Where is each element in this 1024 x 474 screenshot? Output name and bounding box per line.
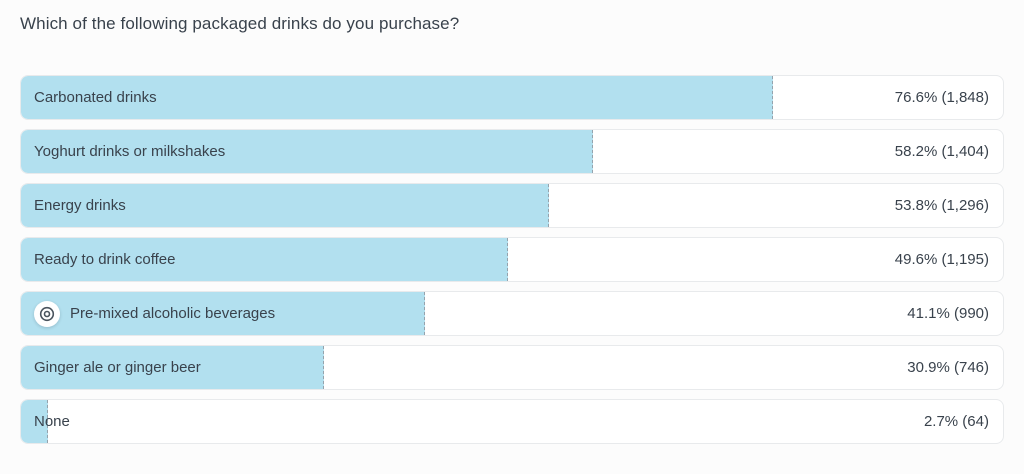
answer-option-row[interactable]: Carbonated drinks 76.6% (1,848) <box>20 75 1004 120</box>
result-bar <box>21 76 774 119</box>
answer-label: Ginger ale or ginger beer <box>34 359 201 376</box>
answer-label: Yoghurt drinks or milkshakes <box>34 143 226 160</box>
answer-option-row[interactable]: Ginger ale or ginger beer 30.9% (746) <box>20 345 1004 390</box>
answer-option-row[interactable]: Energy drinks 53.8% (1,296) <box>20 183 1004 228</box>
row-content: Energy drinks 53.8% (1,296) <box>21 184 1003 227</box>
row-content: Yoghurt drinks or milkshakes 58.2% (1,40… <box>21 130 1003 173</box>
row-content: Ready to drink coffee 49.6% (1,195) <box>21 238 1003 281</box>
answer-label: None <box>34 413 70 430</box>
result-bar <box>21 130 593 173</box>
target-icon <box>34 300 60 327</box>
result-bar <box>21 346 325 389</box>
row-content: Ginger ale or ginger beer 30.9% (746) <box>21 346 1003 389</box>
answer-value: 49.6% (1,195) <box>894 251 989 268</box>
result-bar <box>21 238 509 281</box>
answer-value: 53.8% (1,296) <box>894 197 989 214</box>
answer-label: Energy drinks <box>34 197 126 214</box>
answer-option-row[interactable]: Yoghurt drinks or milkshakes 58.2% (1,40… <box>20 129 1004 174</box>
question-title: Which of the following packaged drinks d… <box>20 14 460 33</box>
result-bar <box>21 292 425 335</box>
result-bar <box>21 184 550 227</box>
answer-label: Carbonated drinks <box>34 89 157 106</box>
answer-label: Pre-mixed alcoholic beverages <box>70 305 276 322</box>
answer-value: 76.6% (1,848) <box>894 89 989 106</box>
result-bar <box>21 400 48 443</box>
answer-option-row[interactable]: None 2.7% (64) <box>20 399 1004 444</box>
row-content: Carbonated drinks 76.6% (1,848) <box>21 76 1003 119</box>
answer-value: 58.2% (1,404) <box>894 143 989 160</box>
answer-label: Ready to drink coffee <box>34 251 176 268</box>
answer-option-row[interactable]: Pre-mixed alcoholic beverages 41.1% (990… <box>20 291 1004 336</box>
row-content: Pre-mixed alcoholic beverages 41.1% (990… <box>21 292 1003 335</box>
answer-value: 30.9% (746) <box>907 359 989 376</box>
answer-value: 41.1% (990) <box>907 305 989 322</box>
answer-option-row[interactable]: Ready to drink coffee 49.6% (1,195) <box>20 237 1004 282</box>
answer-value: 2.7% (64) <box>923 413 989 430</box>
survey-results-panel: Which of the following packaged drinks d… <box>0 12 1024 444</box>
results-list: Carbonated drinks 76.6% (1,848) Yoghurt … <box>20 75 1004 444</box>
row-content: None 2.7% (64) <box>21 400 1003 443</box>
